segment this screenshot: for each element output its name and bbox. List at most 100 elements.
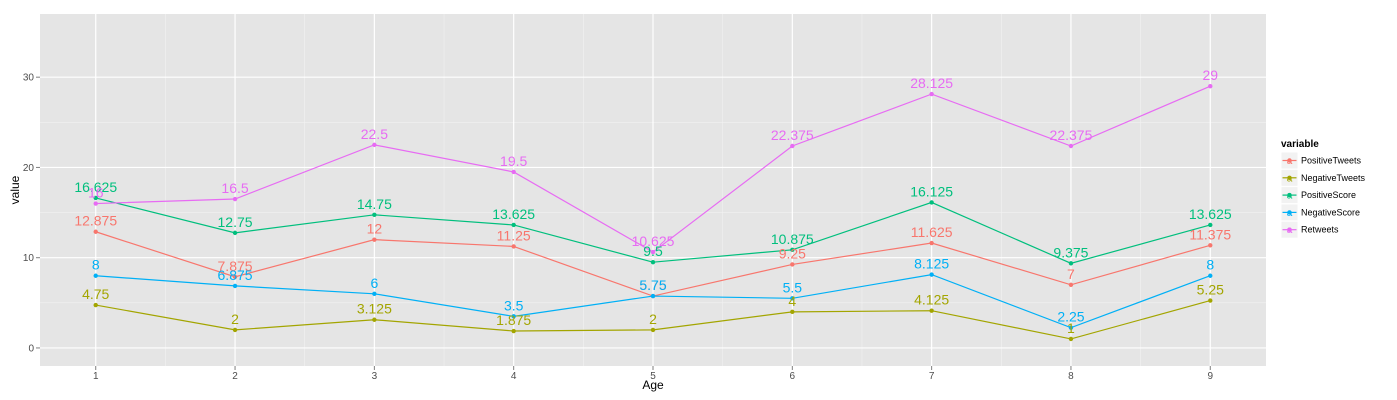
- legend-key-glyph: a: [1287, 156, 1293, 167]
- data-point-retweets: [232, 196, 238, 202]
- data-point-negative-tweets: [1208, 298, 1213, 303]
- data-point-positive-score: [372, 212, 377, 218]
- data-point-negative-tweets: [232, 327, 238, 333]
- data-label-positive-score: 10.875: [771, 231, 814, 247]
- x-tick-label: 3: [372, 371, 378, 382]
- data-point-negative-tweets: [93, 302, 98, 308]
- data-label-positive-score: 9.5: [643, 243, 663, 259]
- data-point-retweets: [511, 169, 516, 175]
- data-label-retweets: 16.5: [221, 180, 248, 196]
- legend-key-point: [1287, 175, 1292, 180]
- data-label-negative-score: 6.875: [218, 267, 253, 283]
- data-label-negative-tweets: 4: [788, 293, 796, 309]
- data-label-positive-tweets: 7: [1067, 266, 1075, 282]
- data-point-retweets: [650, 249, 656, 255]
- data-point-retweets: [93, 201, 98, 206]
- data-label-negative-tweets: 4.125: [914, 292, 949, 308]
- data-point-negative-tweets: [790, 309, 795, 315]
- x-tick-label: 6: [790, 371, 796, 382]
- data-point-positive-tweets: [1208, 243, 1213, 248]
- x-tick-label: 8: [1068, 371, 1074, 382]
- data-point-positive-score: [93, 195, 98, 201]
- data-label-positive-score: 16.125: [910, 183, 953, 199]
- data-label-negative-tweets: 1: [1067, 320, 1075, 336]
- data-label-positive-tweets: 11.625: [911, 224, 953, 240]
- data-point-positive-tweets: [511, 244, 516, 249]
- legend-key-glyph: a: [1287, 225, 1293, 236]
- legend-item-negative-tweets: a NegativeTweets: [1280, 168, 1366, 187]
- data-point-retweets: [929, 91, 934, 97]
- data-label-positive-score: 16.625: [74, 179, 117, 195]
- x-tick-label: 1: [93, 371, 99, 382]
- x-axis-title: Age: [642, 378, 664, 392]
- y-tick-label: 30: [23, 73, 35, 84]
- data-label-negative-score: 8.125: [914, 256, 949, 272]
- y-tick-label: 10: [23, 253, 35, 264]
- legend-item-negative-score: a NegativeScore: [1280, 203, 1360, 222]
- data-point-negative-score: [1068, 325, 1074, 330]
- data-point-positive-tweets: [232, 274, 238, 280]
- x-tick-label: 9: [1207, 371, 1213, 382]
- data-label-negative-score: 5.75: [639, 277, 666, 293]
- legend-label: PositiveScore: [1301, 190, 1356, 200]
- legend-title: variable: [1281, 139, 1319, 150]
- data-label-retweets: 10.625: [632, 233, 675, 249]
- legend-key-point: [1287, 227, 1292, 232]
- data-point-negative-score: [929, 272, 934, 277]
- legend-label: NegativeTweets: [1301, 173, 1366, 183]
- data-point-negative-score: [790, 296, 795, 301]
- y-tick-label: 0: [28, 343, 34, 354]
- legend-label: NegativeScore: [1301, 207, 1360, 217]
- data-label-retweets: 22.375: [771, 127, 814, 143]
- data-label-retweets: 19.5: [500, 153, 527, 169]
- y-tick-label: 20: [23, 163, 35, 174]
- legend-key-point: [1287, 192, 1292, 198]
- data-label-negative-tweets: 4.75: [82, 286, 109, 302]
- data-point-negative-score: [372, 291, 377, 296]
- x-tick-label: 7: [929, 371, 935, 382]
- data-point-retweets: [790, 143, 795, 149]
- data-point-positive-score: [929, 200, 934, 205]
- data-point-retweets: [1068, 143, 1074, 149]
- data-point-negative-score: [93, 273, 98, 278]
- series-points: [93, 84, 1213, 342]
- data-point-positive-score: [1068, 261, 1074, 266]
- data-label-negative-tweets: 1.875: [496, 312, 531, 328]
- data-point-negative-tweets: [511, 328, 516, 334]
- data-point-negative-tweets: [929, 308, 934, 313]
- y-axis: 0 10 20 30: [23, 73, 40, 354]
- data-label-negative-tweets: 5.25: [1197, 282, 1224, 298]
- data-label-retweets: 22.375: [1050, 127, 1093, 143]
- data-point-negative-score: [232, 283, 238, 289]
- major-gridlines: [40, 14, 1266, 366]
- data-label-positive-tweets: 11.375: [1189, 226, 1231, 242]
- data-label-negative-score: 5.5: [783, 279, 803, 295]
- legend-key-glyph: a: [1287, 191, 1293, 202]
- data-label-positive-score: 14.75: [357, 196, 392, 212]
- data-point-positive-tweets: [1068, 282, 1074, 287]
- data-label-retweets: 22.5: [361, 126, 388, 142]
- data-label-positive-score: 9.375: [1053, 244, 1088, 260]
- data-label-negative-score: 8: [92, 257, 100, 273]
- data-label-retweets: 28.125: [910, 75, 953, 91]
- data-label-positive-score: 13.625: [1189, 206, 1232, 222]
- legend-key-point: [1287, 210, 1292, 215]
- data-point-positive-tweets: [93, 229, 98, 234]
- data-label-negative-tweets: 2: [231, 311, 239, 327]
- data-point-negative-score: [650, 293, 656, 299]
- legend-item-retweets: a Retweets: [1280, 220, 1339, 239]
- data-label-positive-tweets: 12: [367, 221, 383, 237]
- legend-label: PositiveTweets: [1301, 156, 1362, 166]
- data-label-retweets: 29: [1202, 67, 1218, 83]
- x-tick-label: 4: [511, 371, 517, 382]
- x-axis: 1 2 3 4 5 6 7 8 9: [93, 366, 1213, 382]
- x-tick-label: 2: [232, 371, 238, 382]
- data-label-positive-tweets: 9.25: [779, 245, 806, 261]
- data-point-retweets: [372, 142, 377, 148]
- legend-key-glyph: a: [1287, 173, 1293, 184]
- data-point-negative-tweets: [650, 327, 656, 333]
- legend-item-positive-score: a PositiveScore: [1280, 186, 1356, 205]
